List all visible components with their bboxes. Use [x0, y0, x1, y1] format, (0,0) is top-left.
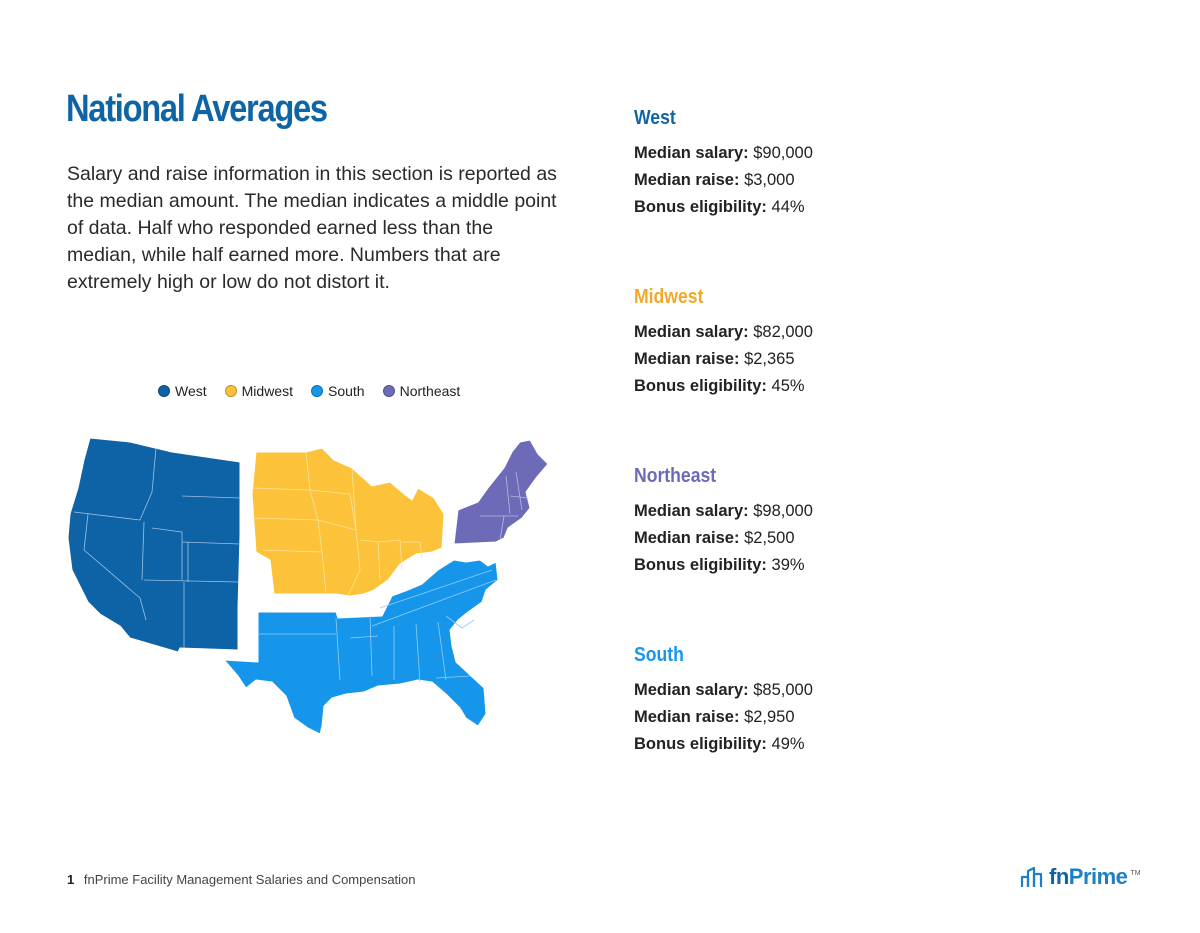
stat-label: Median raise:	[634, 171, 740, 189]
map-region-west	[67, 437, 241, 653]
bonus-eligibility: Bonus eligibility: 44%	[634, 194, 1034, 221]
region-name: South	[634, 644, 684, 666]
us-regions-map	[67, 437, 549, 735]
map-region-midwest	[251, 447, 445, 597]
logo-fn: fn	[1049, 864, 1069, 889]
legend-item-midwest: Midwest	[224, 383, 293, 399]
stat-label: Bonus eligibility:	[634, 198, 767, 216]
stat-label: Median salary:	[634, 144, 749, 162]
stat-label: Median salary:	[634, 681, 749, 699]
bonus-eligibility: Bonus eligibility: 39%	[634, 552, 1034, 579]
region-stats-west: West Median salary: $90,000 Median raise…	[634, 107, 1034, 221]
stat-label: Median salary:	[634, 502, 749, 520]
stat-value: 44%	[771, 198, 805, 216]
median-salary: Median salary: $90,000	[634, 140, 1034, 167]
stat-value: 39%	[771, 556, 805, 574]
legend-label: Midwest	[241, 383, 293, 399]
map-legend: West Midwest South Northeast	[158, 383, 460, 399]
stat-label: Bonus eligibility:	[634, 556, 767, 574]
region-name: Northeast	[634, 465, 717, 487]
stat-label: Median raise:	[634, 529, 740, 547]
footer-text: fnPrime Facility Management Salaries and…	[83, 872, 416, 887]
building-icon	[1020, 866, 1043, 887]
legend-label: West	[175, 383, 207, 399]
stat-value: $90,000	[753, 144, 813, 162]
stat-value: $2,365	[744, 350, 795, 368]
stat-value: $2,500	[744, 529, 795, 547]
median-salary: Median salary: $85,000	[634, 677, 1034, 704]
median-raise: Median raise: $2,950	[634, 704, 1034, 731]
region-name: West	[634, 107, 676, 129]
stat-value: $3,000	[744, 171, 795, 189]
stat-value: $98,000	[753, 502, 813, 520]
stat-value: $2,950	[744, 708, 795, 726]
stat-value: $82,000	[753, 323, 813, 341]
stat-label: Median salary:	[634, 323, 749, 341]
bonus-eligibility: Bonus eligibility: 45%	[634, 373, 1034, 400]
stat-value: 49%	[771, 735, 805, 753]
legend-swatch-northeast	[382, 385, 395, 397]
page-number: 1	[67, 872, 75, 887]
legend-label: Northeast	[399, 383, 461, 399]
median-raise: Median raise: $2,500	[634, 525, 1034, 552]
logo-wordmark: fnPrime	[1049, 864, 1128, 890]
legend-label: South	[328, 383, 365, 399]
logo-prime: Prime	[1068, 864, 1128, 889]
stat-label: Median raise:	[634, 350, 740, 368]
region-stats-south: South Median salary: $85,000 Median rais…	[634, 644, 1034, 758]
legend-swatch-south	[311, 385, 323, 397]
median-raise: Median raise: $2,365	[634, 346, 1034, 373]
region-stats-midwest: Midwest Median salary: $82,000 Median ra…	[634, 286, 1034, 400]
stat-label: Median raise:	[634, 708, 740, 726]
stat-value: 45%	[771, 377, 805, 395]
fnprime-logo: fnPrime TM	[1020, 864, 1141, 890]
region-stats-northeast: Northeast Median salary: $98,000 Median …	[634, 465, 1034, 579]
bonus-eligibility: Bonus eligibility: 49%	[634, 731, 1034, 758]
page-title: National Averages	[66, 88, 328, 130]
median-salary: Median salary: $98,000	[634, 498, 1034, 525]
footer: 1 fnPrime Facility Management Salaries a…	[67, 872, 416, 887]
logo-trademark: TM	[1130, 870, 1141, 877]
map-region-northeast	[453, 439, 549, 545]
legend-item-west: West	[158, 383, 207, 399]
stat-label: Bonus eligibility:	[634, 377, 767, 395]
stat-label: Bonus eligibility:	[634, 735, 767, 753]
region-name: Midwest	[634, 286, 704, 308]
intro-paragraph: Salary and raise information in this sec…	[67, 163, 557, 293]
legend-swatch-west	[158, 385, 170, 397]
legend-item-northeast: Northeast	[382, 383, 461, 399]
legend-swatch-midwest	[224, 385, 237, 397]
legend-item-south: South	[311, 383, 365, 399]
map-region-south	[223, 559, 499, 735]
stat-value: $85,000	[753, 681, 813, 699]
median-raise: Median raise: $3,000	[634, 167, 1034, 194]
median-salary: Median salary: $82,000	[634, 319, 1034, 346]
